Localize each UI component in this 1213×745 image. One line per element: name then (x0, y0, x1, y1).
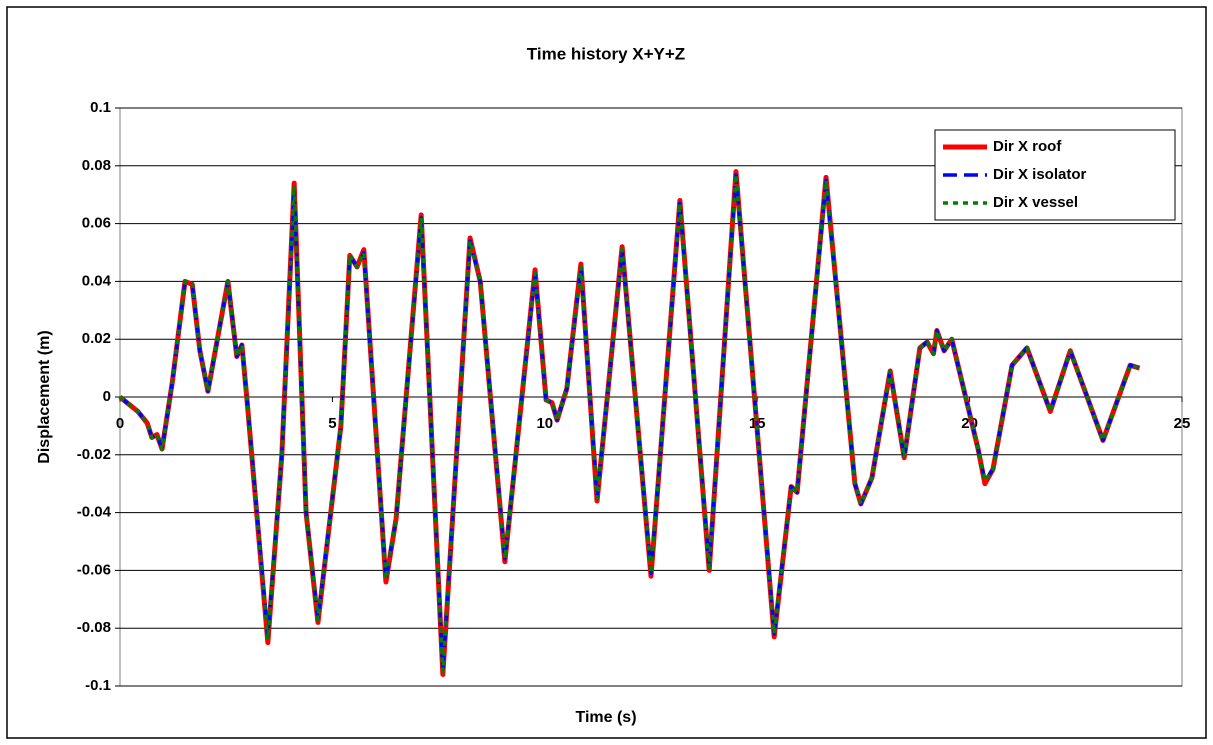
y-tick-label: -0.06 (77, 561, 111, 578)
y-tick-label: -0.02 (77, 446, 111, 463)
y-tick-label: 0.04 (82, 272, 112, 289)
series-line (118, 172, 1141, 674)
y-axis-label: Displacement (m) (36, 330, 53, 463)
legend-label: Dir X roof (993, 138, 1062, 155)
y-tick-label: 0.02 (82, 330, 111, 347)
legend-label: Dir X isolator (993, 166, 1087, 183)
y-tick-label: -0.08 (77, 619, 111, 636)
y-tick-label: 0.1 (90, 99, 111, 116)
y-tick-label: 0 (103, 388, 111, 405)
x-tick-label: 25 (1174, 415, 1191, 432)
x-tick-label: 10 (536, 415, 553, 432)
legend-label: Dir X vessel (993, 194, 1078, 211)
y-tick-label: -0.04 (77, 504, 112, 521)
x-tick-label: 5 (328, 415, 336, 432)
y-tick-label: 0.08 (82, 157, 111, 174)
y-tick-label: -0.1 (85, 677, 111, 694)
x-axis-label: Time (s) (575, 709, 636, 726)
chart-title: Time history X+Y+Z (527, 44, 685, 63)
y-tick-label: 0.06 (82, 215, 111, 232)
x-tick-label: 0 (116, 415, 124, 432)
